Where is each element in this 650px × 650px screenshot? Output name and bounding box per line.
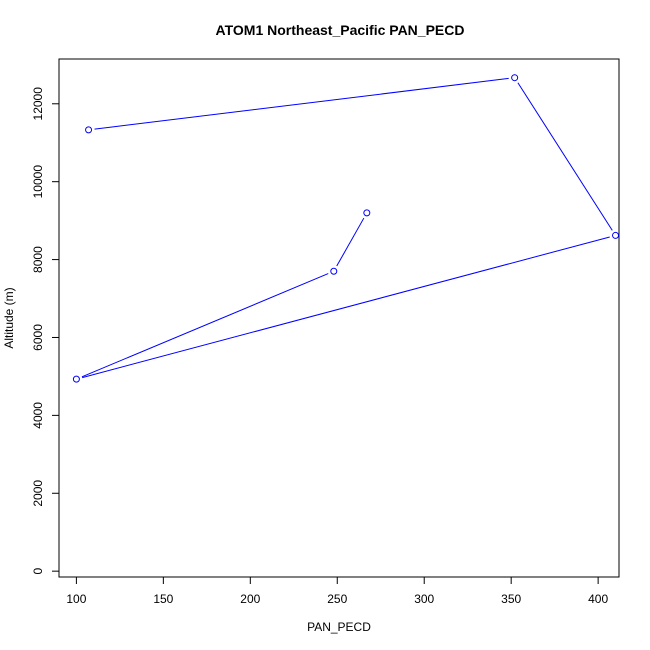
y-tick-label: 0 <box>31 568 45 575</box>
x-tick-label: 100 <box>66 592 86 606</box>
y-tick-label: 12000 <box>31 87 45 121</box>
y-tick-label: 2000 <box>31 480 45 507</box>
series-segment <box>82 236 610 379</box>
y-tick-label: 4000 <box>31 402 45 429</box>
x-tick-label: 300 <box>414 592 434 606</box>
data-point <box>511 74 519 82</box>
x-tick-label: 350 <box>501 592 521 606</box>
series-segment <box>336 217 365 267</box>
y-tick-label: 6000 <box>31 324 45 351</box>
data-point <box>72 375 80 383</box>
y-tick-label: 10000 <box>31 165 45 199</box>
x-tick-label: 150 <box>153 592 173 606</box>
plot-frame <box>58 58 620 578</box>
y-tick-label: 8000 <box>31 246 45 273</box>
data-point <box>330 267 338 275</box>
series-segment <box>81 273 329 378</box>
series-segment <box>94 77 509 130</box>
data-point <box>363 209 371 217</box>
series-segment <box>517 82 613 231</box>
chart-title: ATOM1 Northeast_Pacific PAN_PECD <box>216 22 465 38</box>
x-axis-label: PAN_PECD <box>307 620 371 634</box>
x-tick-label: 200 <box>240 592 260 606</box>
data-point <box>612 231 620 239</box>
data-point <box>85 126 93 134</box>
x-tick-label: 250 <box>327 592 347 606</box>
y-axis-label: Altitude (m) <box>2 287 16 348</box>
series-layer <box>72 74 620 383</box>
x-axis: 100 150 200 250 300 350 400 <box>66 576 608 606</box>
y-axis: 0 2000 4000 6000 8000 10000 12000 <box>31 87 60 575</box>
x-tick-label: 400 <box>588 592 608 606</box>
